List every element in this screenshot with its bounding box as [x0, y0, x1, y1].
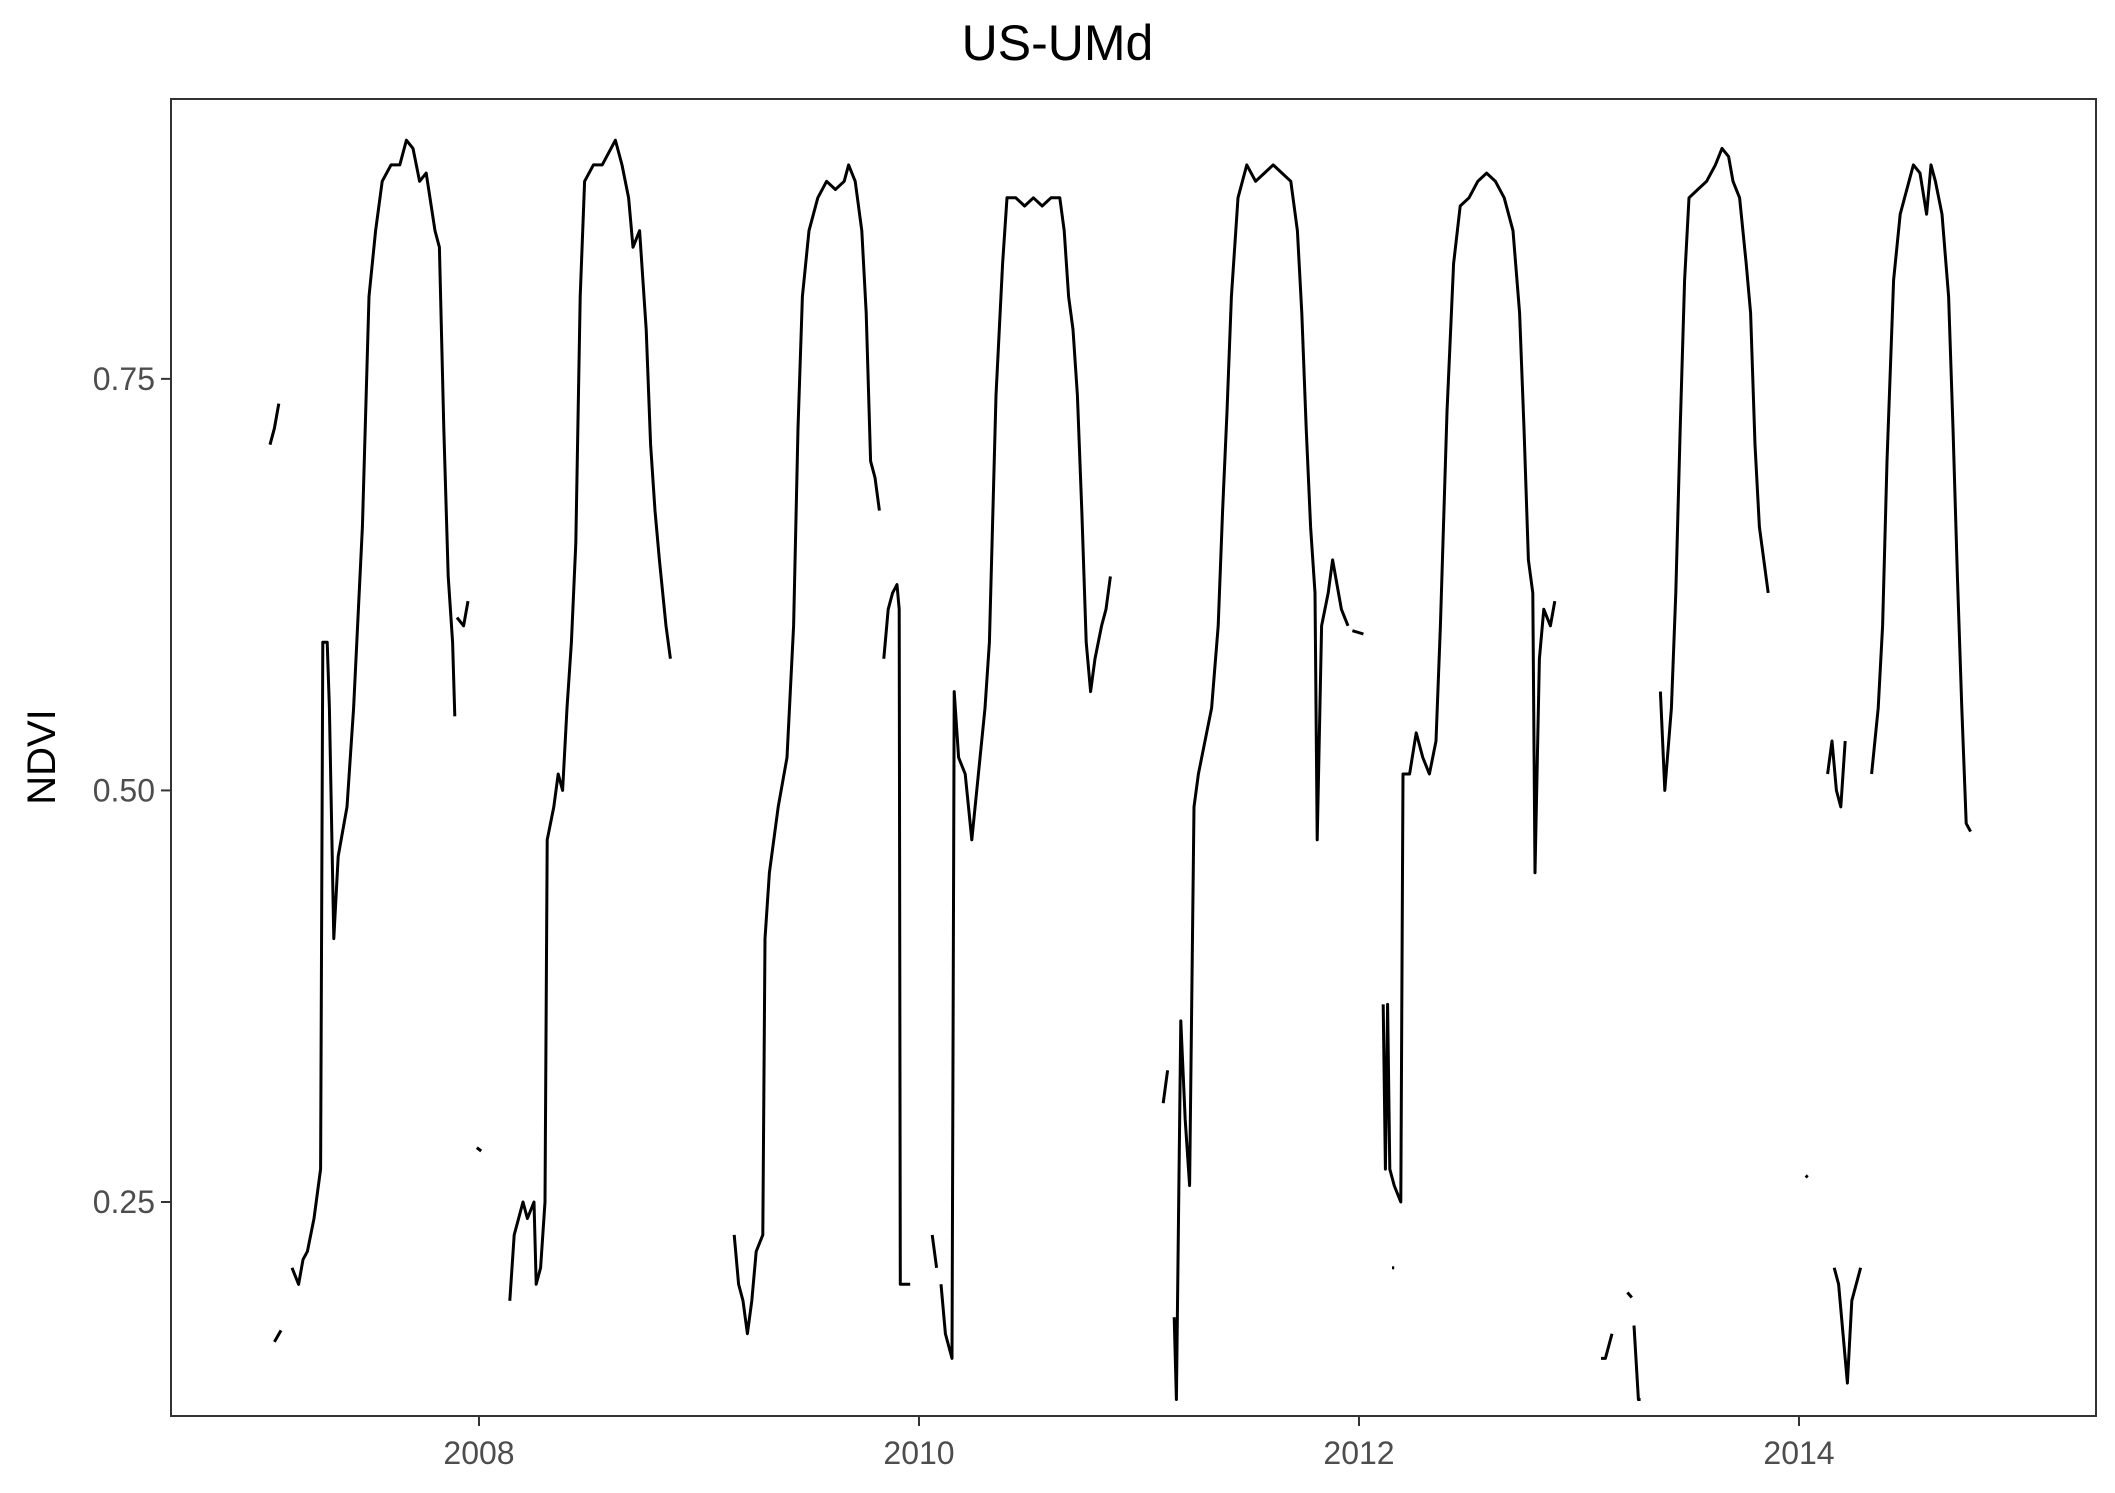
y-axis: 0.25 0.50 0.75 [93, 361, 171, 1220]
ndvi-series-segment [455, 600, 470, 628]
series-group [268, 138, 1972, 1401]
ndvi-series-segment [882, 583, 911, 1286]
ndvi-series-segment [273, 1329, 283, 1343]
ndvi-series-segment [1832, 1267, 1863, 1385]
ndvi-series-segment [1172, 163, 1350, 1401]
ndvi-series-segment [1658, 146, 1770, 792]
ndvi-series-segment [508, 138, 672, 1301]
ndvi-series-segment [1826, 739, 1847, 809]
ndvi-series-segment [1161, 1070, 1170, 1104]
ndvi-series-segment [1601, 1333, 1614, 1360]
x-tick-label: 2010 [883, 1435, 954, 1471]
y-tick-label: 0.50 [93, 772, 155, 808]
x-tick-label: 2014 [1763, 1435, 1834, 1471]
ndvi-series-segment [930, 1234, 939, 1268]
ndvi-series-segment [732, 163, 881, 1336]
ndvi-series-segment [1626, 1291, 1633, 1299]
x-tick-label: 2012 [1323, 1435, 1394, 1471]
ndvi-series-segment [290, 138, 457, 1286]
ndvi-series-segment [939, 196, 1112, 1360]
x-axis: 2008 2010 2012 2014 [443, 1416, 1835, 1471]
x-tick-label: 2008 [443, 1435, 514, 1471]
y-tick-label: 0.25 [93, 1184, 155, 1220]
ndvi-series-segment [1870, 163, 1972, 833]
ndvi-series-segment [1381, 171, 1557, 1204]
ndvi-series-segment [475, 1146, 483, 1153]
ndvi-series-segment [1632, 1325, 1641, 1401]
ndvi-series-segment [1804, 1174, 1809, 1179]
ndvi-series-segment [268, 403, 281, 446]
y-axis-title: NDVI [20, 709, 64, 805]
ndvi-series-segment [1351, 629, 1364, 636]
chart-title: US-UMd [961, 15, 1154, 71]
plot-panel-border [170, 98, 2097, 1417]
y-tick-label: 0.75 [93, 361, 155, 397]
